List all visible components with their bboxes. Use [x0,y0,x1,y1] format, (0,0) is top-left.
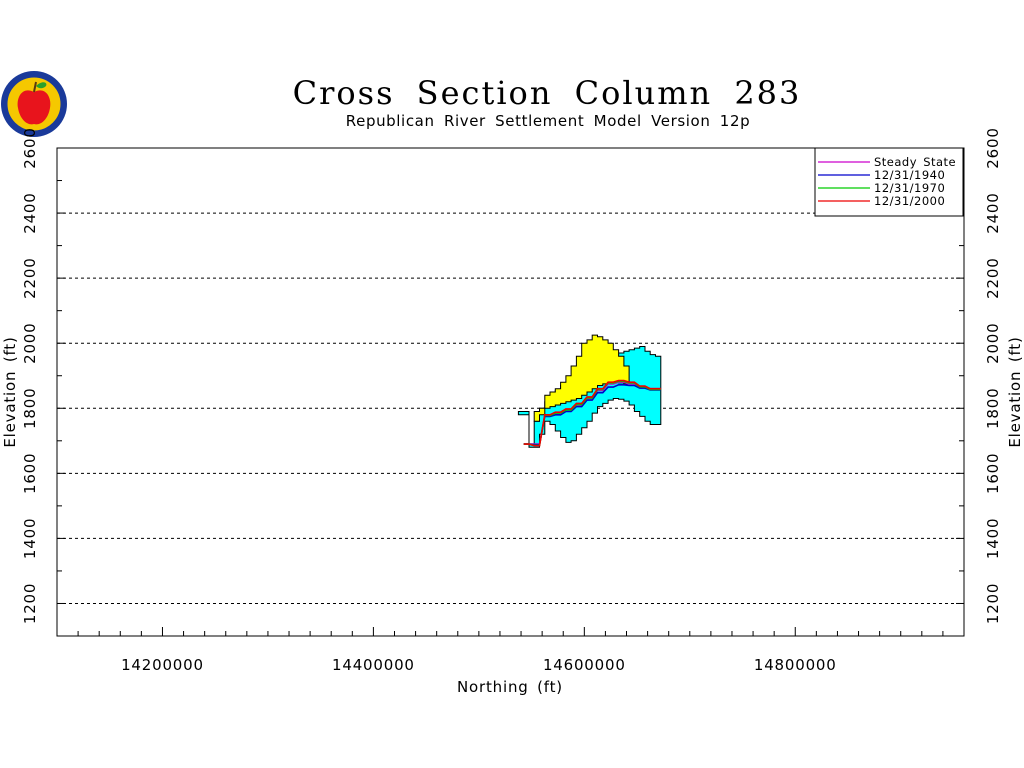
x-axis-label: Northing (ft) [457,678,563,696]
y-tick-label-left: 1200 [21,583,39,624]
y-tick-label-left: 2400 [21,192,39,233]
legend: Steady State 12/31/1940 12/31/1970 12/31… [814,147,964,217]
y-tick-label-left: 2600 [21,127,39,168]
x-tick-label: 14200000 [121,656,204,674]
x-tick-label: 14600000 [543,656,626,674]
y-tick-label-right: 1400 [984,518,1002,559]
logo-seal-icon [1,71,67,137]
legend-label-2000: 12/31/2000 [874,194,945,208]
legend-label-1940: 12/31/1940 [874,168,945,182]
x-tick-label: 14800000 [754,656,837,674]
y-tick-label-right: 2000 [984,323,1002,364]
plot-frame [56,147,965,637]
y-axis-label-right: Elevation (ft) [1006,336,1024,447]
x-tick-label: 14400000 [332,656,415,674]
y-axis-label-left: Elevation (ft) [1,336,19,447]
y-tick-label-left: 1800 [21,388,39,429]
series-line-1 [523,384,661,446]
legend-label-steady-state: Steady State [874,155,956,169]
y-tick-label-left: 1600 [21,453,39,494]
y-tick-label-left: 2200 [21,257,39,298]
legend-box [814,147,964,217]
y-tick-label-right: 1800 [984,388,1002,429]
y-tick-label-left: 2000 [21,323,39,364]
y-tick-label-right: 1200 [984,583,1002,624]
series-line-3 [523,379,661,447]
legend-label-1970: 12/31/1970 [874,181,945,195]
y-tick-label-right: 2600 [984,127,1002,168]
y-tick-label-right: 1600 [984,453,1002,494]
chart-title: Cross Section Column 283 [293,74,802,112]
series-lines [523,379,661,447]
y-tick-label-right: 2400 [984,192,1002,233]
y-tick-label-left: 1400 [21,518,39,559]
grid-lines [57,147,964,604]
axis-tick-labels: 1200 1200 1400 1400 1600 1600 1800 1800 2000 2000… [21,127,1002,674]
y-tick-label-right: 2200 [984,257,1002,298]
chart-subtitle: Republican River Settlement Model Versio… [346,112,750,130]
layer-fill-1 [533,334,630,422]
